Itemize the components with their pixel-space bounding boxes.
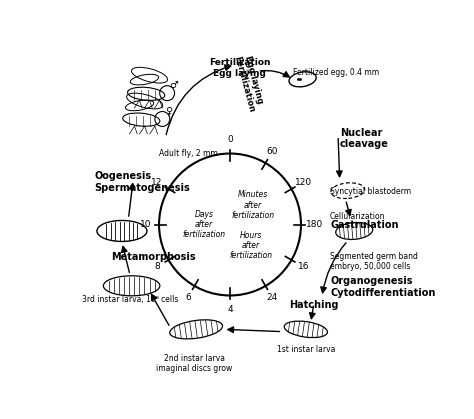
Text: ♂: ♂ (169, 80, 178, 91)
Text: Adult fly, 2 mm: Adult fly, 2 mm (159, 149, 218, 158)
Text: Segmented germ band
embryo, 50,000 cells: Segmented germ band embryo, 50,000 cells (330, 252, 418, 272)
Text: 120: 120 (295, 178, 312, 187)
Text: Days
after
fertilization: Days after fertilization (182, 210, 226, 239)
Text: 0: 0 (227, 135, 233, 145)
Text: Fertilization
Egg laying: Fertilization Egg laying (209, 58, 271, 78)
Text: Cellularization: Cellularization (330, 212, 385, 220)
Text: 8: 8 (154, 262, 160, 271)
Text: 24: 24 (267, 293, 278, 302)
Text: Organogenesis
Cytodifferentiation: Organogenesis Cytodifferentiation (330, 276, 436, 298)
Text: ♀: ♀ (165, 106, 172, 116)
Text: Fertilization: Fertilization (233, 55, 256, 113)
Text: 180: 180 (306, 220, 323, 229)
Text: 12: 12 (151, 178, 163, 187)
Text: Syncytial blastoderm: Syncytial blastoderm (330, 187, 411, 197)
Text: 10: 10 (140, 220, 151, 229)
Text: Hours
after
fertilization: Hours after fertilization (229, 230, 273, 260)
Text: 4: 4 (227, 305, 233, 313)
Text: Metamorphosis: Metamorphosis (110, 252, 195, 262)
Text: Egg laying: Egg laying (244, 55, 265, 105)
Text: 6: 6 (185, 293, 191, 302)
Text: Fertilized egg, 0.4 mm: Fertilized egg, 0.4 mm (293, 68, 379, 77)
Text: 1st instar larva: 1st instar larva (277, 346, 335, 354)
Text: 3rd instar larva, 10⁸ cells: 3rd instar larva, 10⁸ cells (82, 295, 178, 305)
Text: Oogenesis
Spermatogenesis: Oogenesis Spermatogenesis (94, 171, 190, 193)
Text: 16: 16 (298, 262, 309, 271)
Text: 60: 60 (266, 147, 278, 156)
Text: Gastrulation: Gastrulation (330, 220, 399, 230)
Text: Hatching: Hatching (289, 300, 338, 310)
Text: Minutes
after
fertilization: Minutes after fertilization (231, 190, 274, 220)
Text: 2nd instar larva
imaginal discs grow: 2nd instar larva imaginal discs grow (156, 354, 233, 373)
Text: Nuclear
cleavage: Nuclear cleavage (340, 128, 389, 149)
